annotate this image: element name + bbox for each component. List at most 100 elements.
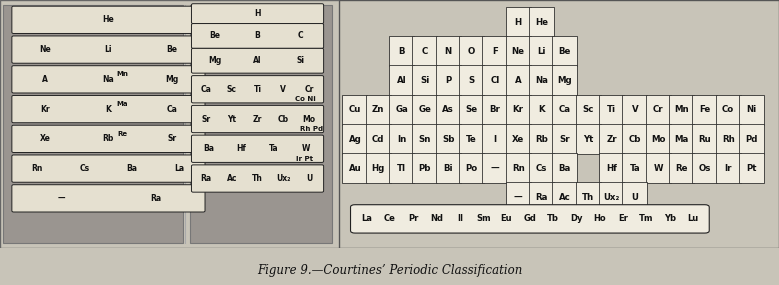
Text: Cd: Cd [372, 135, 385, 144]
Text: Be: Be [559, 47, 571, 56]
Text: Cs: Cs [536, 164, 547, 173]
FancyBboxPatch shape [435, 124, 461, 154]
FancyBboxPatch shape [506, 36, 530, 66]
Text: H: H [515, 18, 522, 27]
FancyBboxPatch shape [192, 165, 323, 192]
Text: Kr: Kr [41, 105, 50, 114]
Text: Sc: Sc [583, 105, 594, 114]
Text: Cl: Cl [490, 76, 499, 85]
Text: Dy: Dy [570, 214, 583, 223]
Text: Xe: Xe [40, 134, 51, 143]
FancyBboxPatch shape [482, 153, 507, 184]
Text: Sm: Sm [476, 214, 491, 223]
FancyBboxPatch shape [459, 153, 484, 184]
FancyBboxPatch shape [622, 95, 647, 125]
Text: Yt: Yt [227, 115, 236, 123]
Text: H: H [254, 9, 261, 18]
FancyBboxPatch shape [529, 182, 554, 213]
Text: Ra: Ra [200, 174, 212, 183]
FancyBboxPatch shape [669, 153, 694, 184]
FancyBboxPatch shape [552, 153, 577, 184]
Text: W: W [654, 164, 663, 173]
Text: Mg: Mg [558, 76, 573, 85]
FancyBboxPatch shape [529, 124, 554, 154]
FancyBboxPatch shape [599, 124, 624, 154]
FancyBboxPatch shape [739, 153, 764, 184]
Text: Rn: Rn [32, 164, 43, 173]
FancyBboxPatch shape [552, 66, 577, 96]
Text: Ba: Ba [204, 144, 215, 153]
FancyBboxPatch shape [693, 95, 717, 125]
Text: Er: Er [619, 214, 628, 223]
FancyBboxPatch shape [192, 24, 323, 48]
FancyBboxPatch shape [716, 95, 741, 125]
FancyBboxPatch shape [192, 135, 323, 162]
Text: Na: Na [535, 76, 548, 85]
FancyBboxPatch shape [552, 36, 577, 66]
Text: Fe: Fe [700, 105, 710, 114]
Text: Ra: Ra [535, 193, 548, 202]
FancyBboxPatch shape [389, 66, 414, 96]
FancyBboxPatch shape [365, 95, 391, 125]
Text: Ca: Ca [559, 105, 571, 114]
FancyBboxPatch shape [482, 124, 507, 154]
FancyBboxPatch shape [412, 66, 438, 96]
FancyBboxPatch shape [12, 95, 205, 123]
Text: Rh: Rh [722, 135, 735, 144]
Text: Th: Th [582, 193, 594, 202]
Text: Ce: Ce [384, 214, 396, 223]
Text: Th: Th [252, 174, 263, 183]
FancyBboxPatch shape [435, 95, 461, 125]
Text: Ca: Ca [166, 105, 177, 114]
Text: As: As [442, 105, 454, 114]
FancyBboxPatch shape [599, 95, 624, 125]
Text: Si: Si [421, 76, 429, 85]
FancyBboxPatch shape [12, 66, 205, 93]
Text: C: C [298, 31, 303, 40]
Text: N: N [445, 47, 452, 56]
Text: U: U [306, 174, 312, 183]
FancyBboxPatch shape [506, 124, 530, 154]
FancyBboxPatch shape [716, 153, 741, 184]
Text: Ti: Ti [607, 105, 616, 114]
FancyBboxPatch shape [576, 95, 601, 125]
Text: Ir: Ir [724, 164, 732, 173]
Text: A: A [515, 76, 521, 85]
FancyBboxPatch shape [389, 95, 414, 125]
FancyBboxPatch shape [599, 182, 624, 213]
FancyBboxPatch shape [529, 66, 554, 96]
FancyBboxPatch shape [739, 95, 764, 125]
FancyBboxPatch shape [693, 153, 717, 184]
FancyBboxPatch shape [412, 95, 438, 125]
Text: Mn: Mn [674, 105, 689, 114]
Text: Ge: Ge [418, 105, 432, 114]
Text: Nd: Nd [430, 214, 443, 223]
Text: Ma: Ma [675, 135, 689, 144]
Text: Ru: Ru [699, 135, 711, 144]
Text: Re: Re [117, 131, 127, 137]
Text: Sb: Sb [442, 135, 454, 144]
Text: Rb: Rb [535, 135, 548, 144]
Text: Zr: Zr [606, 135, 617, 144]
Text: Pd: Pd [746, 135, 758, 144]
Text: Be: Be [166, 45, 177, 54]
Text: Ta: Ta [269, 144, 278, 153]
FancyBboxPatch shape [192, 48, 323, 73]
Text: Pr: Pr [408, 214, 418, 223]
Text: Gd: Gd [523, 214, 536, 223]
Text: Ho: Ho [594, 214, 606, 223]
Text: Hf: Hf [237, 144, 246, 153]
FancyBboxPatch shape [389, 36, 414, 66]
FancyBboxPatch shape [669, 95, 694, 125]
FancyBboxPatch shape [389, 124, 414, 154]
Text: Cb: Cb [629, 135, 641, 144]
Text: Cr: Cr [305, 85, 314, 94]
Text: Ne: Ne [512, 47, 525, 56]
Text: U: U [632, 193, 638, 202]
Text: K: K [538, 105, 545, 114]
Text: Os: Os [699, 164, 711, 173]
Text: P: P [445, 76, 451, 85]
Text: Cr: Cr [653, 105, 664, 114]
Text: V: V [632, 105, 638, 114]
Text: I: I [493, 135, 496, 144]
